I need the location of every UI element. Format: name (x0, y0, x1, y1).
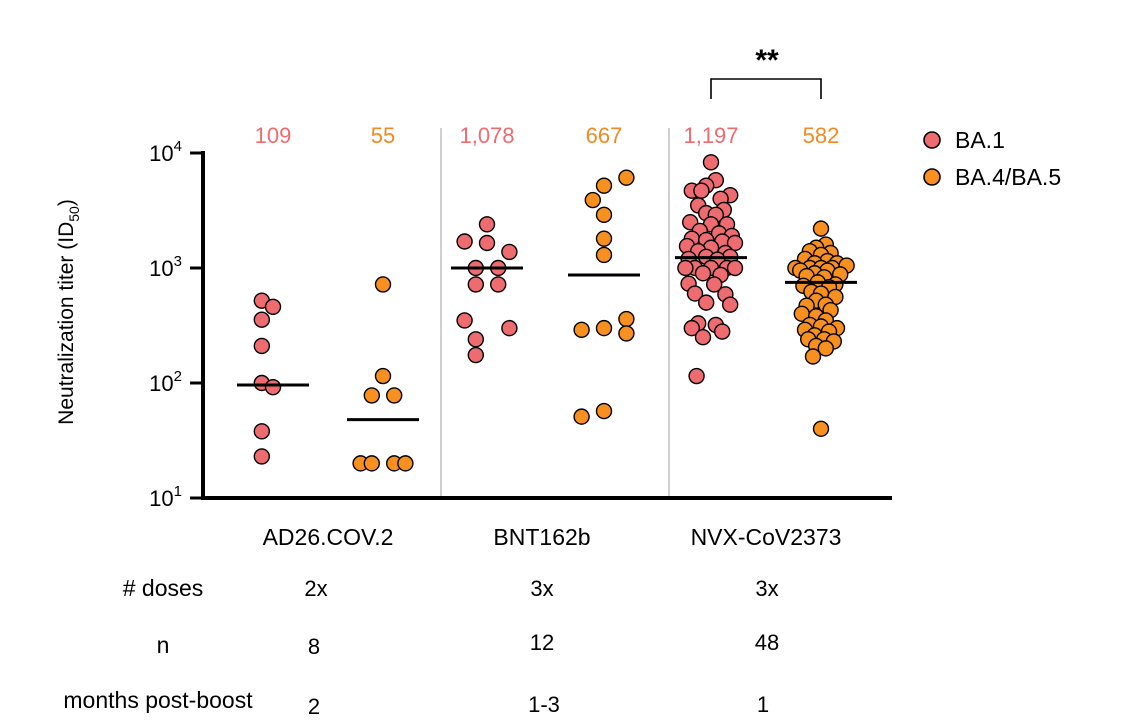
data-point (618, 310, 635, 328)
data-point (490, 276, 507, 293)
data-point (694, 329, 712, 346)
data-point (397, 455, 414, 472)
data-point (363, 387, 380, 404)
data-point (595, 177, 613, 194)
data-point (812, 420, 830, 437)
data-point (688, 367, 705, 385)
row-label-n: n (157, 632, 170, 658)
data-point (467, 331, 484, 348)
data-point (456, 312, 473, 329)
data-point (595, 402, 613, 420)
data-point (618, 169, 635, 186)
data-point (478, 234, 496, 252)
data-point (694, 265, 712, 282)
data-point (595, 230, 613, 247)
legend-label-ba45: BA.4/BA.5 (955, 164, 1061, 190)
data-point (573, 321, 590, 339)
data-point (584, 191, 601, 209)
category-label-nvx: NVX-CoV2373 (691, 524, 842, 550)
row-label-doses: # doses (123, 575, 204, 601)
legend-label-ba1: BA.1 (955, 127, 1005, 153)
y-axis-label: Neutralization titer (ID50) (55, 199, 82, 425)
data-point (501, 243, 518, 261)
data-point (595, 319, 613, 337)
data-point (264, 378, 282, 396)
data-point (595, 206, 613, 224)
data-point (683, 319, 700, 337)
data-point (686, 285, 704, 302)
gmt-label: 1,078 (459, 123, 514, 148)
gmt-label: 667 (586, 123, 623, 148)
data-point (693, 182, 710, 199)
gmt-label: 109 (255, 123, 292, 148)
data-point (812, 220, 830, 237)
n-ad26: 8 (308, 634, 320, 659)
data-point (573, 408, 590, 425)
data-point (714, 323, 731, 340)
data-point (467, 276, 484, 293)
data-point (698, 294, 715, 311)
doses-ad26: 2x (304, 576, 327, 601)
months-nvx: 1 (757, 692, 769, 717)
gmt-label: 582 (803, 123, 840, 148)
data-point (702, 154, 720, 171)
category-label-ad26: AD26.COV.2 (263, 524, 394, 550)
data-point (386, 387, 403, 404)
data-point (456, 233, 473, 250)
data-point (726, 259, 744, 277)
months-ad26: 2 (308, 694, 320, 719)
data-point (264, 298, 282, 315)
doses-nvx: 3x (755, 576, 778, 601)
y-tick-label: 102 (149, 368, 182, 396)
data-point (467, 346, 484, 364)
n-nvx: 48 (755, 630, 779, 655)
data-point (253, 311, 270, 328)
doses-bnt162b: 3x (530, 576, 553, 601)
y-tick-label: 103 (149, 253, 182, 281)
legend-marker-ba45 (923, 168, 941, 186)
data-point (595, 246, 613, 264)
data-point (501, 319, 518, 337)
category-label-bnt162b: BNT162b (493, 524, 590, 550)
data-point (253, 423, 270, 440)
data-point (253, 337, 270, 355)
data-point (253, 448, 270, 465)
y-tick-label: 101 (149, 483, 182, 511)
months-bnt162b: 1-3 (528, 692, 560, 717)
data-point (374, 367, 392, 385)
row-label-months: months post-boost (63, 687, 253, 713)
legend: BA.1 BA.4/BA.5 (923, 127, 1061, 190)
data-point (478, 216, 496, 233)
n-bnt162b: 12 (530, 630, 554, 655)
data-point (817, 340, 834, 357)
data-point (804, 348, 822, 365)
data-point (706, 276, 723, 293)
data-point (374, 276, 392, 293)
gmt-label: 1,197 (683, 123, 738, 148)
legend-marker-ba1 (923, 131, 941, 149)
significance-label: ** (755, 44, 779, 77)
data-point (677, 259, 694, 277)
significance-bracket (710, 78, 822, 99)
y-tick-label: 104 (149, 138, 182, 166)
data-point (363, 455, 380, 472)
gmt-label: 55 (371, 123, 395, 148)
data-point (618, 325, 635, 342)
data-point (722, 296, 739, 313)
